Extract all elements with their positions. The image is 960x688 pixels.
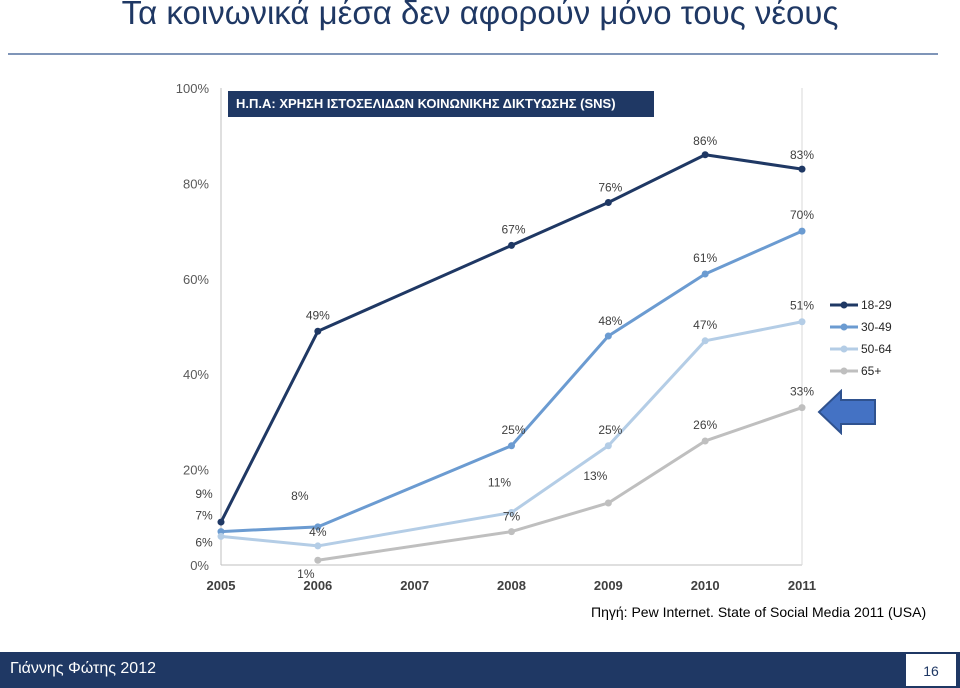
- data-point: [701, 337, 709, 345]
- data-label: 51%: [790, 299, 814, 313]
- data-label: 70%: [790, 208, 814, 222]
- y-tick-label: 0%: [190, 558, 209, 573]
- page-number: 16: [906, 654, 956, 686]
- y-tick-label: 80%: [183, 176, 209, 191]
- data-label: 9%: [195, 487, 213, 501]
- data-label: 4%: [309, 525, 327, 539]
- data-label: 67%: [501, 222, 525, 236]
- y-tick-label: 20%: [183, 463, 209, 478]
- data-point: [508, 241, 515, 249]
- data-label: 86%: [693, 134, 717, 148]
- chart-title: Η.Π.Α: ΧΡΗΣΗ ΙΣΤΟΣΕΛΙΔΩΝ ΚΟΙΝΩΝΙΚΗΣ ΔΙΚΤ…: [228, 91, 654, 117]
- data-point: [314, 556, 322, 564]
- series-line-18-29: [219, 153, 803, 523]
- legend-label: 18-29: [861, 298, 892, 312]
- data-label: 7%: [503, 510, 521, 524]
- series-line-65+: [317, 406, 803, 562]
- left-arrow-icon: [817, 389, 876, 435]
- data-point: [604, 499, 612, 507]
- x-tick-label: 2008: [497, 578, 526, 593]
- data-point: [508, 509, 515, 517]
- data-point: [604, 198, 612, 206]
- data-label: 1%: [297, 567, 315, 581]
- data-label: 83%: [790, 148, 814, 162]
- x-tick-label: 2010: [691, 578, 720, 593]
- x-tick-label: 2009: [594, 578, 623, 593]
- source-note: Πηγή: Pew Internet. State of Social Medi…: [591, 604, 927, 620]
- y-tick-label: 100%: [176, 81, 210, 96]
- data-label: 33%: [790, 385, 814, 399]
- data-point: [217, 518, 225, 526]
- legend-marker: [840, 323, 848, 331]
- data-label: 49%: [306, 308, 330, 322]
- data-label: 47%: [693, 318, 717, 332]
- data-point: [508, 528, 515, 536]
- legend-marker: [840, 301, 848, 309]
- data-point: [508, 442, 515, 450]
- series-line-30-49: [220, 229, 803, 534]
- data-label: 48%: [598, 314, 622, 328]
- legend-marker: [840, 367, 848, 375]
- slide-title: Τα κοινωνικά μέσα δεν αφορούν μόνο τους …: [121, 0, 839, 31]
- footer-bar: Γιάννης Φώτης 2012 16: [0, 652, 960, 688]
- legend-marker: [840, 345, 848, 353]
- data-label: 11%: [488, 476, 511, 490]
- data-point: [701, 151, 709, 159]
- legend-label: 30-49: [861, 320, 892, 334]
- data-label: 7%: [195, 509, 213, 523]
- y-tick-label: 60%: [183, 272, 209, 287]
- data-label: 25%: [598, 423, 622, 437]
- legend-label: 50-64: [861, 342, 892, 356]
- data-point: [314, 542, 322, 550]
- data-label: 6%: [195, 535, 213, 549]
- data-point: [604, 332, 612, 340]
- data-point: [314, 523, 322, 531]
- data-label: 61%: [693, 251, 717, 265]
- data-point: [701, 270, 709, 278]
- x-tick-label: 2007: [400, 578, 429, 593]
- data-point: [798, 227, 806, 235]
- legend-label: 65+: [861, 364, 881, 378]
- data-label: 26%: [693, 418, 717, 432]
- data-label: 25%: [501, 423, 525, 437]
- x-tick-label: 2006: [303, 578, 332, 593]
- y-tick-label: 40%: [183, 367, 209, 382]
- data-point: [798, 404, 806, 412]
- data-point: [798, 165, 806, 173]
- title-divider: [8, 53, 938, 55]
- data-point: [314, 327, 322, 335]
- data-point: [701, 437, 709, 445]
- x-tick-label: 2011: [788, 578, 816, 593]
- data-label: 13%: [583, 469, 607, 483]
- data-label: 76%: [598, 180, 622, 194]
- footer-author: Γιάννης Φώτης 2012: [10, 660, 156, 677]
- data-point: [798, 318, 806, 326]
- data-label: 8%: [291, 489, 309, 503]
- x-tick-label: 2005: [207, 578, 236, 593]
- data-point: [604, 442, 612, 450]
- data-point: [217, 532, 225, 540]
- series-line-50-64: [220, 320, 803, 548]
